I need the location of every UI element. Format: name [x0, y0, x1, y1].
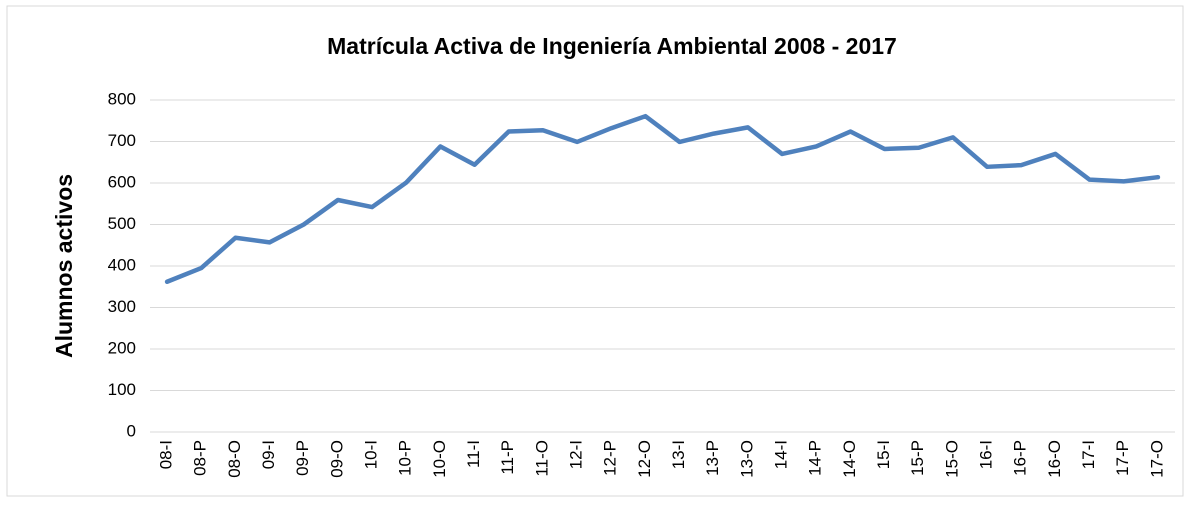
y-tick-label: 600 [108, 172, 136, 191]
x-tick-label: 10-O [430, 440, 449, 478]
y-tick-label: 700 [108, 131, 136, 150]
x-tick-label: 12-O [635, 440, 654, 478]
x-tick-label: 09-I [259, 440, 278, 469]
x-tick-label: 17-I [1079, 440, 1098, 469]
x-tick-label: 16-P [1011, 440, 1030, 476]
x-tick-label: 13-P [703, 440, 722, 476]
x-tick-label: 08-P [191, 440, 210, 476]
y-tick-label: 500 [108, 214, 136, 233]
x-tick-label: 11-P [498, 440, 517, 475]
x-tick-label: 11-O [532, 440, 551, 477]
x-tick-label: 13-I [669, 440, 688, 469]
x-tick-label: 14-P [806, 440, 825, 476]
x-tick-label: 12-I [567, 440, 586, 469]
chart-title: Matrícula Activa de Ingeniería Ambiental… [327, 33, 897, 59]
y-tick-label: 800 [108, 89, 136, 108]
x-tick-label: 14-O [840, 440, 859, 478]
x-tick-label: 15-P [908, 440, 927, 476]
y-tick-label: 300 [108, 297, 136, 316]
y-tick-label: 400 [108, 255, 136, 274]
x-tick-label: 17-O [1147, 440, 1166, 478]
y-tick-label: 200 [108, 338, 136, 357]
x-tick-label: 12-P [601, 440, 620, 476]
x-tick-label: 08-O [225, 440, 244, 478]
chart-frame [6, 5, 1184, 497]
y-tick-label: 0 [127, 421, 136, 440]
x-tick-label: 13-O [737, 440, 756, 478]
x-tick-label: 10-I [362, 440, 381, 469]
x-tick-label: 17-P [1113, 440, 1132, 476]
x-tick-label: 15-O [942, 440, 961, 478]
x-tick-label: 08-I [157, 440, 176, 469]
x-tick-label: 09-O [327, 440, 346, 478]
x-tick-label: 11-I [464, 440, 483, 468]
line-series [164, 113, 1161, 285]
y-axis-label: Alumnos activos [51, 174, 77, 358]
x-tick-label: 09-P [293, 440, 312, 476]
y-tick-label: 100 [108, 380, 136, 399]
x-tick-label: 14-I [772, 440, 791, 469]
x-tick-label: 15-I [874, 440, 893, 469]
x-tick-label: 10-P [396, 440, 415, 476]
x-tick-label: 16-O [1045, 440, 1064, 478]
x-tick-label: 16-I [977, 440, 996, 469]
